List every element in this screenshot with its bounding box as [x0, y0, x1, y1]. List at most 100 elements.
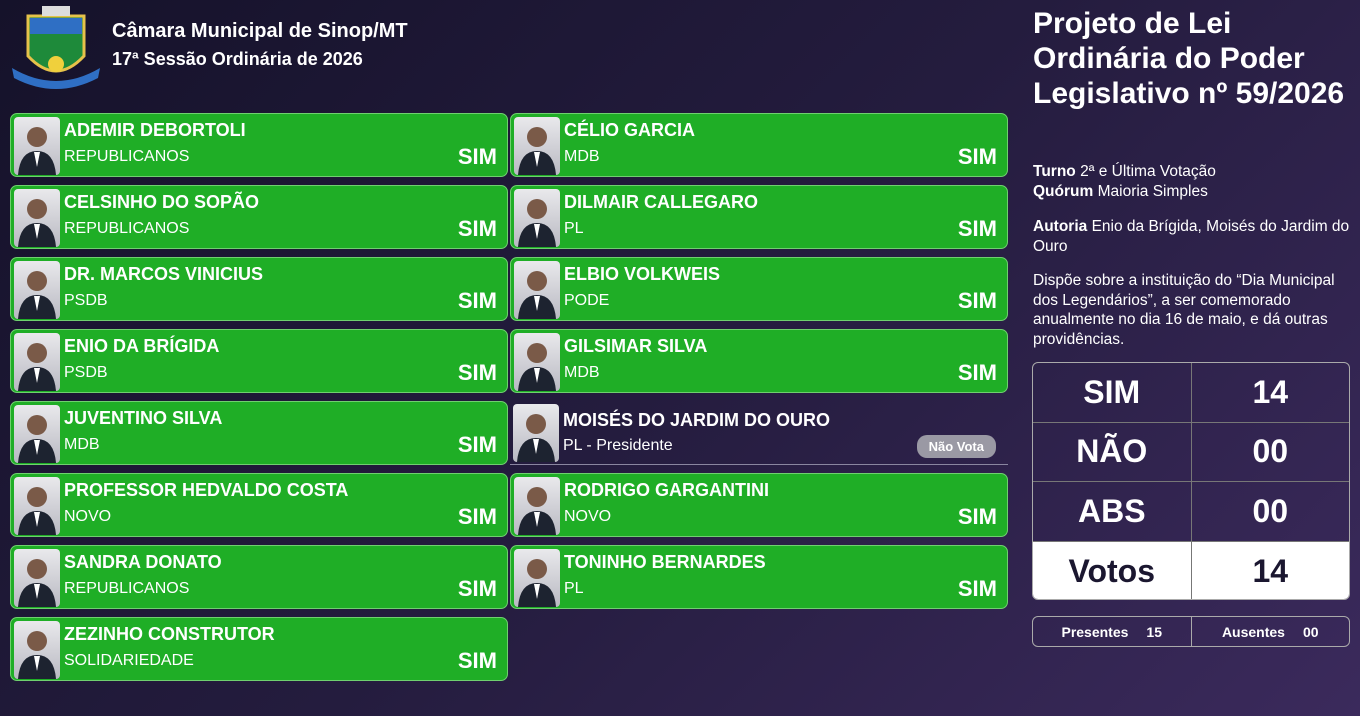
photo-image — [518, 199, 556, 247]
tally-row: SIM 14 — [1033, 363, 1349, 423]
header: Câmara Municipal de Sinop/MT 17ª Sessão … — [112, 20, 408, 70]
councilor-party: PL - Presidente — [563, 437, 673, 454]
photo-image — [18, 415, 56, 463]
vote: SIM — [457, 504, 497, 529]
tally-label: Votos — [1033, 541, 1192, 599]
tally-value: 00 — [1252, 433, 1289, 470]
councilor-card: CÉLIO GARCIA MDB SIM — [510, 113, 1008, 177]
photo-image — [18, 631, 56, 679]
tally: SIM 14 NÃO 00 ABS 00 Votos 14 — [1032, 362, 1350, 600]
councilor-card: DR. MARCOS VINICIUS PSDB SIM — [10, 257, 508, 321]
councilor-party: REPUBLICANOS — [64, 148, 190, 165]
councilor-card: GILSIMAR SILVA MDB SIM — [510, 329, 1008, 393]
tally-value: 00 — [1252, 492, 1289, 529]
councilor-party: PL — [564, 220, 584, 237]
tally-label: SIM — [1033, 363, 1192, 422]
photo-image — [18, 343, 56, 391]
vote: SIM — [957, 576, 997, 601]
tally-value: 14 — [1252, 373, 1289, 410]
councilor-name: DR. MARCOS VINICIUS — [64, 264, 264, 284]
councilor-party: REPUBLICANOS — [64, 580, 190, 597]
councilor-name: CELSINHO DO SOPÃO — [64, 192, 260, 212]
tally-row: NÃO 00 — [1033, 422, 1349, 482]
councilor-card: PROFESSOR HEDVALDO COSTA NOVO SIM — [10, 473, 508, 537]
councilor-card: MOISÉS DO JARDIM DO OURO PL - Presidente N… — [510, 401, 1008, 465]
photo-image — [518, 487, 556, 535]
councilor-card: ADEMIR DEBORTOLI REPUBLICANOS SIM — [10, 113, 508, 177]
councilor-party: REPUBLICANOS — [64, 220, 190, 237]
councilor-name: MOISÉS DO JARDIM DO OURO — [563, 410, 831, 430]
turno: Turno 2ª e Última Votação — [1033, 162, 1351, 182]
photo-image — [18, 127, 56, 175]
councilor-card: JUVENTINO SILVA MDB SIM — [10, 401, 508, 465]
councilor-party: MDB — [564, 148, 600, 165]
photo-image — [518, 343, 556, 391]
councilor-card: ZEZINHO CONSTRUTOR SOLIDARIEDADE SIM — [10, 617, 508, 681]
vote: SIM — [957, 216, 997, 241]
header-title: Câmara Municipal de Sinop/MT — [112, 20, 408, 42]
quorum: Quórum Maioria Simples — [1033, 182, 1351, 202]
councilor-card: TONINHO BERNARDES PL SIM — [510, 545, 1008, 609]
councilor-party: SOLIDARIEDADE — [64, 652, 194, 669]
photo — [514, 117, 560, 175]
photo-image — [518, 559, 556, 607]
tally-row: Votos 14 — [1033, 541, 1349, 599]
councilor-party: PSDB — [64, 292, 108, 309]
photo — [14, 117, 60, 175]
present: Presentes 15 — [1033, 617, 1192, 646]
photo-image — [18, 199, 56, 247]
bill-title: Projeto de Lei Ordinária do Poder Legisl… — [1033, 7, 1345, 110]
councilor-card: ELBIO VOLKWEIS PODE SIM — [510, 257, 1008, 321]
photo — [513, 404, 559, 462]
autoria-label: Autoria — [1033, 218, 1088, 235]
photo — [514, 189, 560, 247]
vote: SIM — [457, 576, 497, 601]
photo-image — [517, 414, 555, 462]
photo — [14, 189, 60, 247]
councilor-name: ELBIO VOLKWEIS — [564, 264, 721, 284]
councilor-party: PSDB — [64, 364, 108, 381]
photo-image — [18, 271, 56, 319]
tally-row: ABS 00 — [1033, 482, 1349, 542]
photo — [14, 261, 60, 319]
photo — [514, 477, 560, 535]
councilor-card: ENIO DA BRÍGIDA PSDB SIM — [10, 329, 508, 393]
councilor-name: ADEMIR DEBORTOLI — [64, 120, 246, 140]
councilor-party: MDB — [564, 364, 600, 381]
photo-image — [18, 559, 56, 607]
present-value: 15 — [1146, 623, 1162, 640]
councilor-party: NOVO — [64, 508, 112, 525]
autoria-value: Enio da Brígida, Moisés do Jardim do Our… — [1033, 218, 1350, 255]
photo-image — [18, 487, 56, 535]
vote: SIM — [457, 432, 497, 457]
councilor-name: SANDRA DONATO — [64, 552, 222, 572]
councilor-name: ZEZINHO CONSTRUTOR — [64, 624, 275, 644]
councilor-party: MDB — [64, 436, 100, 453]
councilor-party: PL — [564, 580, 584, 597]
councilor-party: PODE — [564, 292, 610, 309]
councilor-card: CELSINHO DO SOPÃO REPUBLICANOS SIM — [10, 185, 508, 249]
header-subtitle: 17ª Sessão Ordinária de 2026 — [112, 49, 363, 69]
photo-image — [518, 127, 556, 175]
present-label: Presentes — [1061, 623, 1129, 640]
photo-image — [518, 271, 556, 319]
photo — [514, 549, 560, 607]
councilor-name: GILSIMAR SILVA — [564, 336, 708, 356]
vote: Não Vota — [916, 435, 996, 458]
vote: SIM — [957, 288, 997, 313]
absent-value: 00 — [1302, 623, 1319, 640]
photo — [514, 261, 560, 319]
bill-meta: Turno 2ª e Última Votação Quórum Maioria… — [1033, 162, 1351, 201]
autoria: Autoria Enio da Brígida, Moisés do Jardi… — [1033, 217, 1351, 256]
quorum-label: Quórum — [1033, 182, 1094, 200]
councilor-card: SANDRA DONATO REPUBLICANOS SIM — [10, 545, 508, 609]
vote: SIM — [457, 648, 497, 673]
photo — [14, 405, 60, 463]
councilor-name: ENIO DA BRÍGIDA — [64, 336, 220, 356]
vote: SIM — [957, 360, 997, 385]
vote: SIM — [457, 216, 497, 241]
quorum-value: Maioria Simples — [1097, 182, 1208, 200]
tally-value: 14 — [1252, 552, 1289, 589]
councilor-party: NOVO — [564, 508, 612, 525]
